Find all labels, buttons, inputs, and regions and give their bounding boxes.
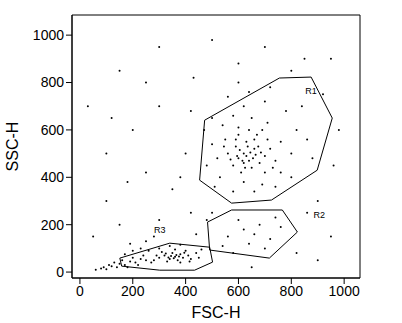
svg-text:400: 400 xyxy=(41,169,65,185)
svg-text:800: 800 xyxy=(41,74,65,90)
svg-text:SSC-H: SSC-H xyxy=(8,122,21,172)
svg-text:R1: R1 xyxy=(305,86,317,96)
svg-text:FSC-H: FSC-H xyxy=(192,304,241,321)
svg-text:1000: 1000 xyxy=(329,283,360,299)
svg-text:800: 800 xyxy=(280,283,304,299)
svg-text:200: 200 xyxy=(121,283,145,299)
svg-text:600: 600 xyxy=(227,283,251,299)
svg-text:R2: R2 xyxy=(314,210,326,220)
svg-text:200: 200 xyxy=(41,217,65,233)
svg-text:400: 400 xyxy=(174,283,198,299)
svg-text:R3: R3 xyxy=(154,225,166,235)
svg-text:0: 0 xyxy=(76,283,84,299)
svg-text:1000: 1000 xyxy=(33,27,64,43)
svg-text:0: 0 xyxy=(56,264,64,280)
svg-text:600: 600 xyxy=(41,122,65,138)
